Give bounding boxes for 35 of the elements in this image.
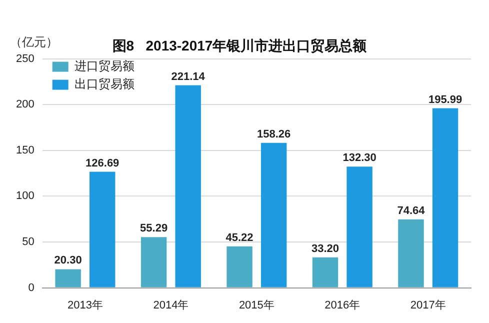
- x-tick-label: 2016年: [324, 299, 360, 312]
- data-label: 126.69: [86, 157, 120, 170]
- legend-label: 进口贸易额: [74, 59, 134, 74]
- x-tick-label: 2014年: [153, 299, 189, 312]
- bar: [312, 257, 338, 288]
- bar: [90, 172, 116, 288]
- bar: [175, 85, 201, 288]
- data-label: 20.30: [54, 254, 82, 267]
- x-tick-label: 2013年: [67, 299, 103, 312]
- x-tick-label: 2015年: [238, 299, 274, 312]
- data-label: 221.14: [171, 70, 206, 83]
- data-label: 55.29: [140, 222, 168, 235]
- y-tick-label: 0: [28, 282, 34, 294]
- y-tick-label: 250: [16, 52, 34, 65]
- data-label: 45.22: [226, 232, 254, 244]
- x-tick-label: 2017年: [410, 299, 446, 312]
- y-tick-label: 50: [22, 236, 34, 248]
- bar: [432, 108, 458, 288]
- data-label: 195.99: [428, 94, 462, 106]
- y-tick-label: 100: [16, 190, 34, 202]
- bar: [55, 269, 81, 288]
- data-label: 74.64: [397, 204, 426, 217]
- chart-title: 图8 2013-2017年银川市进出口贸易总额: [112, 37, 368, 54]
- bar: [260, 142, 287, 288]
- data-label: 132.30: [342, 152, 376, 164]
- data-label: 33.20: [311, 242, 340, 255]
- data-label: 158.26: [256, 128, 291, 140]
- bar: [226, 246, 252, 288]
- y-tick-label: 150: [16, 144, 34, 156]
- legend-label: 出口贸易额: [74, 77, 134, 92]
- bar: [140, 237, 167, 288]
- bar: [346, 166, 372, 288]
- y-tick-label: 200: [16, 98, 34, 111]
- bar: [398, 219, 424, 288]
- y-axis-title: （亿元）: [10, 35, 58, 50]
